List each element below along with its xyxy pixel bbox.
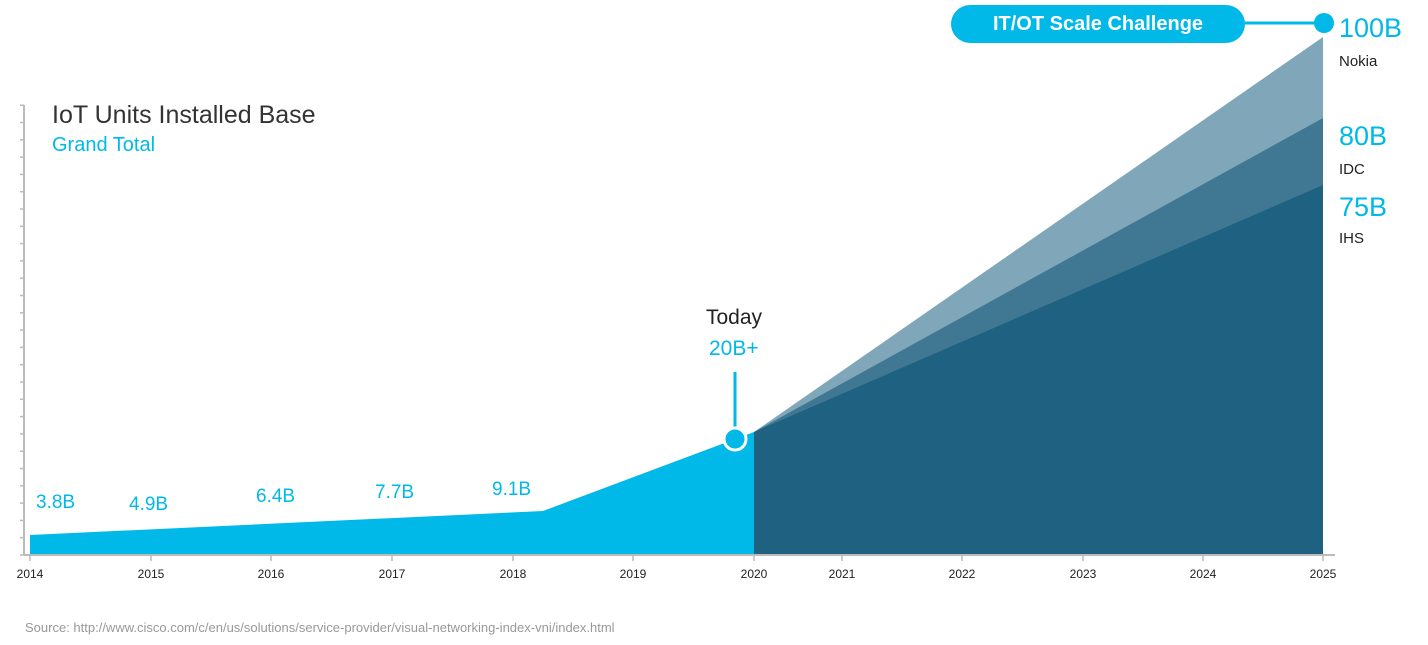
forecast-source-nokia: Nokia (1339, 53, 1378, 70)
data-label: 4.9B (129, 494, 169, 515)
x-tick-label: 2025 (1309, 567, 1337, 581)
forecast-value-ihs: 75B (1339, 192, 1388, 222)
today-marker (722, 426, 748, 452)
source-note: Source: http://www.cisco.com/c/en/us/sol… (25, 620, 615, 635)
data-label: 3.8B (36, 492, 76, 513)
x-tick-label: 2018 (499, 567, 527, 581)
x-tick-label: 2016 (257, 567, 285, 581)
forecast-source-ihs: IHS (1339, 230, 1365, 247)
x-tick-label: 2022 (948, 567, 976, 581)
history-area (30, 432, 754, 555)
x-tick-label: 2017 (378, 567, 406, 581)
chart-title: IoT Units Installed Base (52, 101, 316, 129)
forecast-source-idc: IDC (1339, 161, 1365, 178)
x-tick-label: 2023 (1069, 567, 1097, 581)
forecast-value-nokia: 100B (1339, 13, 1403, 43)
forecast-area-ihs (754, 185, 1323, 555)
data-label: 7.7B (375, 482, 415, 503)
today-label: Today (706, 306, 763, 329)
x-tick-label: 2019 (619, 567, 647, 581)
x-tick-label: 2015 (137, 567, 165, 581)
callout-pill: IT/OT Scale Challenge (951, 5, 1245, 43)
x-tick-label: 2021 (828, 567, 856, 581)
x-tick-label: 2020 (740, 567, 768, 581)
x-tick-label: 2014 (16, 567, 44, 581)
data-label: 6.4B (256, 486, 296, 507)
today-value: 20B+ (709, 337, 759, 360)
chart-subtitle: Grand Total (52, 134, 156, 156)
callout-dot (1314, 13, 1334, 33)
x-tick-label: 2024 (1189, 567, 1217, 581)
data-label: 9.1B (492, 479, 532, 500)
forecast-value-idc: 80B (1339, 121, 1388, 151)
